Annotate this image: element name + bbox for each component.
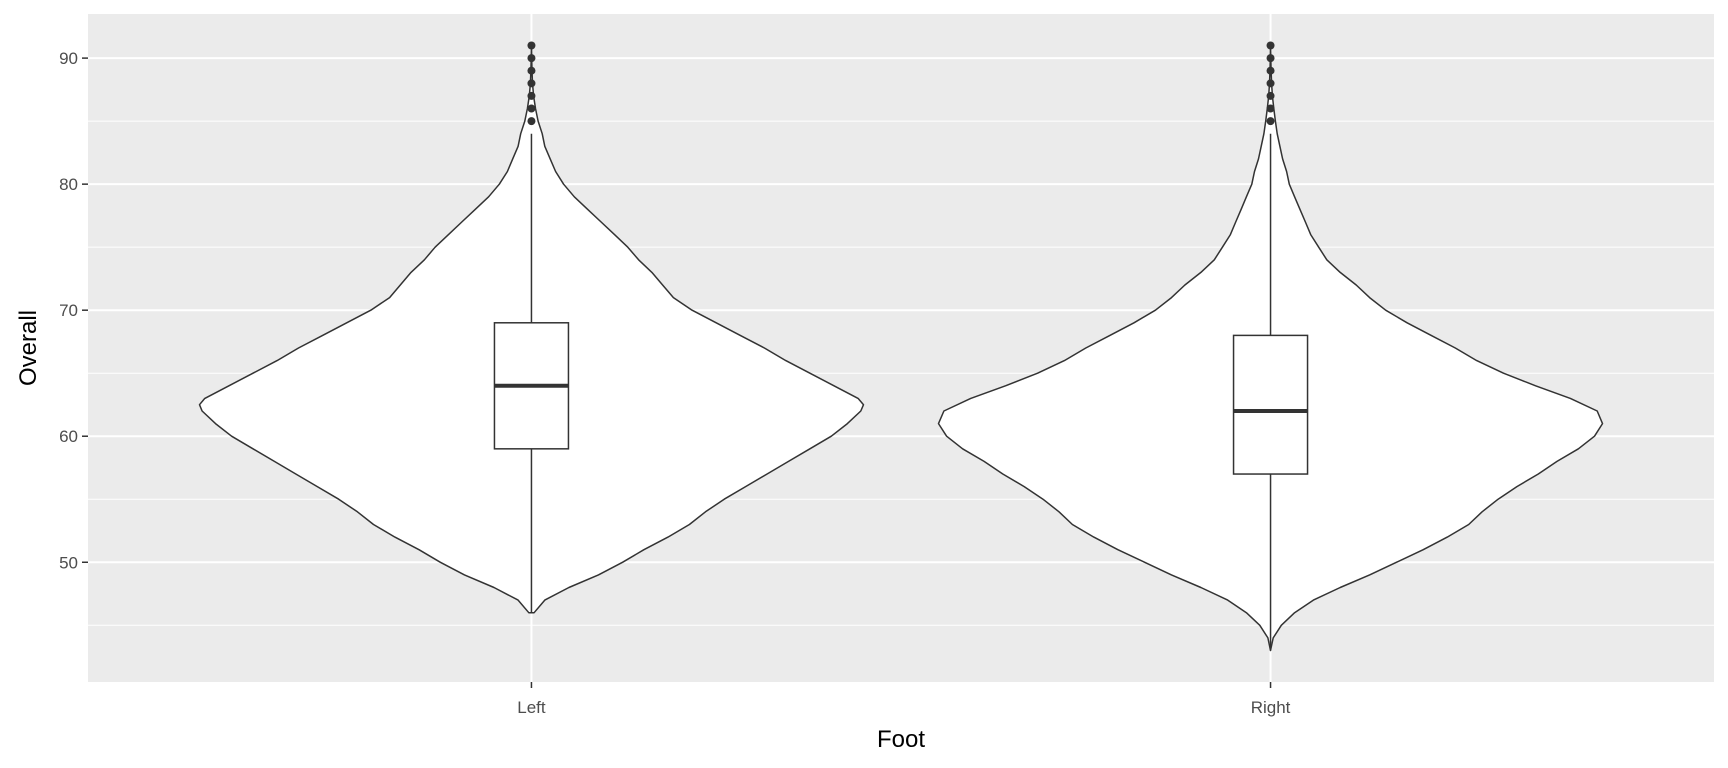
outlier-point xyxy=(527,79,536,88)
outlier-point xyxy=(527,54,536,63)
y-tick-label: 70 xyxy=(59,301,78,320)
y-axis-ticks: 50 60 70 80 90 xyxy=(59,49,88,572)
outlier-point xyxy=(527,117,536,126)
outlier-point xyxy=(1266,104,1275,113)
outlier-point xyxy=(527,66,536,75)
outlier-point xyxy=(527,91,536,100)
violin-right xyxy=(937,41,1604,652)
outlier-point xyxy=(1266,91,1275,100)
outlier-point xyxy=(1266,41,1275,50)
y-tick-label: 80 xyxy=(59,175,78,194)
x-axis-ticks: Left Right xyxy=(517,682,1291,717)
y-tick-label: 90 xyxy=(59,49,78,68)
y-axis-title: Overall xyxy=(15,310,42,386)
outlier-point xyxy=(1266,79,1275,88)
outlier-point xyxy=(1266,117,1275,126)
outlier-point xyxy=(527,104,536,113)
y-tick-label: 50 xyxy=(59,553,78,572)
violins xyxy=(198,41,1604,652)
outlier-point xyxy=(1266,54,1275,63)
violin-left xyxy=(198,41,865,614)
y-tick-label: 60 xyxy=(59,427,78,446)
outlier-point xyxy=(1266,66,1275,75)
outlier-point xyxy=(527,41,536,50)
x-tick-label: Right xyxy=(1251,698,1291,717)
box-iqr xyxy=(1232,334,1309,475)
x-tick-label: Left xyxy=(517,698,546,717)
x-axis-title: Foot xyxy=(877,726,925,753)
